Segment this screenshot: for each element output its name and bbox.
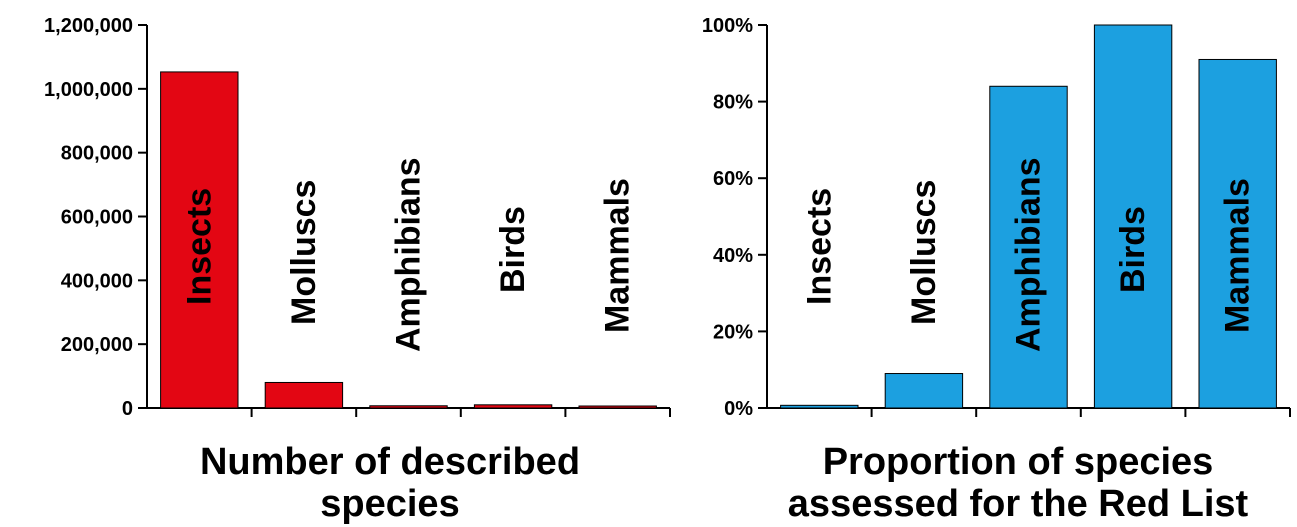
bar-amphibians xyxy=(989,85,1068,409)
y-tick-label: 20% xyxy=(713,321,753,343)
bar-mammals xyxy=(1198,58,1277,409)
bar-label-molluscs: Molluscs xyxy=(905,180,943,325)
y-tick-label: 600,000 xyxy=(61,207,133,229)
y-tick-label: 60% xyxy=(713,168,753,190)
bar-label-insects: Insects xyxy=(180,188,218,305)
chart-title-line: Number of described xyxy=(200,441,580,483)
bar-label-molluscs: Molluscs xyxy=(285,180,323,325)
bar-label-mammals: Mammals xyxy=(1219,178,1257,333)
y-tick-label: 800,000 xyxy=(61,143,133,165)
bar-molluscs xyxy=(264,381,344,409)
bar-amphibians xyxy=(369,405,448,409)
chart-title-line: species xyxy=(320,483,459,525)
bar-insects xyxy=(160,71,239,409)
red-list-proportion-chart: 0% 20% 40% 60% 80% 100% Insects Molluscs Amphibi… xyxy=(702,15,1291,525)
bar-label-birds: Birds xyxy=(494,206,532,293)
chart-title-line: assessed for the Red List xyxy=(788,483,1249,525)
y-tick-label: 200,000 xyxy=(61,334,133,356)
bar-label-mammals: Mammals xyxy=(599,178,637,333)
y-tick-label: 1,200,000 xyxy=(44,15,133,37)
chart-title-line: Proportion of species xyxy=(823,441,1214,483)
bar-label-birds: Birds xyxy=(1114,206,1152,293)
y-tick-label: 40% xyxy=(713,245,753,267)
y-tick-label: 0% xyxy=(724,398,753,420)
bar-mammals xyxy=(578,405,657,409)
bar-molluscs xyxy=(884,373,964,409)
bar-label-amphibians: Amphibians xyxy=(390,157,428,352)
bar-insects xyxy=(780,404,859,409)
bar-label-amphibians: Amphibians xyxy=(1010,157,1048,352)
y-tick-label: 1,000,000 xyxy=(44,79,133,101)
y-tick-label: 80% xyxy=(713,92,753,114)
y-tick-label: 0 xyxy=(122,398,133,420)
bar-birds xyxy=(473,404,553,409)
bar-label-insects: Insects xyxy=(800,188,838,305)
described-species-chart: 0 200,000 400,000 600,000 800,000 1,000,000 1,… xyxy=(44,15,671,525)
y-tick-label: 100% xyxy=(702,15,753,37)
y-tick-label: 400,000 xyxy=(61,270,133,292)
bar-birds xyxy=(1093,24,1173,409)
